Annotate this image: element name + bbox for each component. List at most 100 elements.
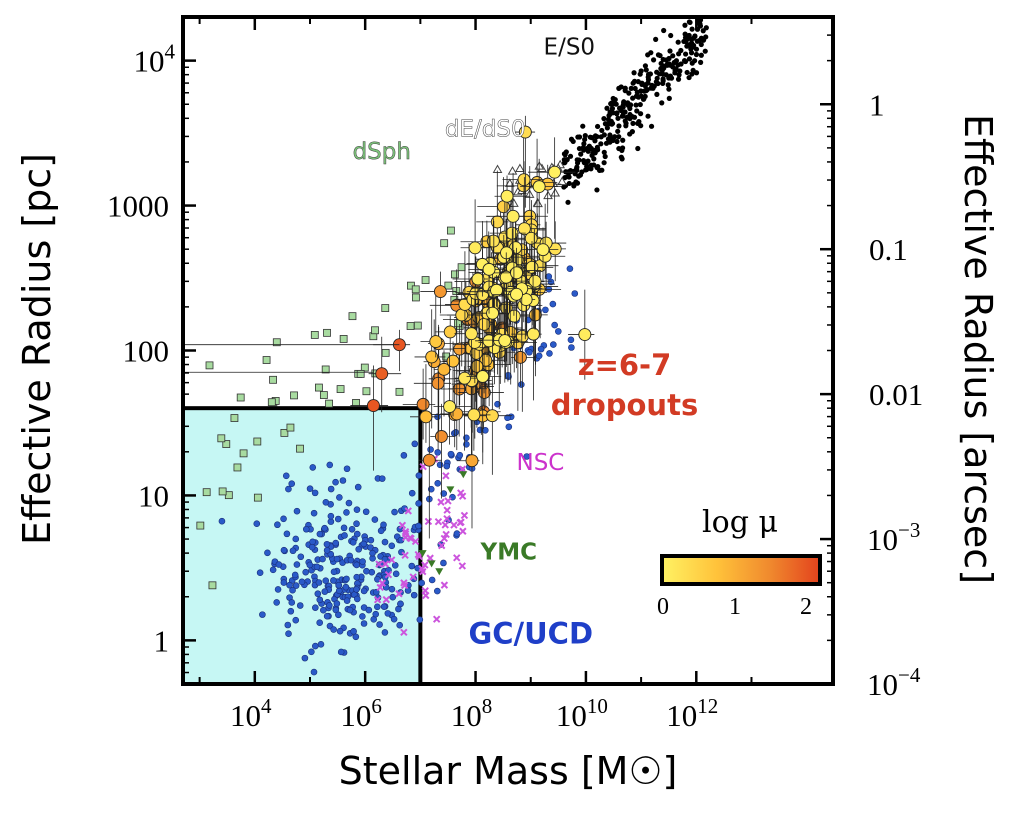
es0-point [660,76,666,82]
y-tick-label: 1 [154,623,170,658]
dropout-point [425,350,439,364]
es0-point [631,114,638,120]
dsph-point [272,338,281,347]
gc-ucd-point [436,461,444,469]
gc-ucd-point [418,579,426,587]
es0-point [601,160,607,166]
es0-point [615,128,621,134]
nsc-point [458,562,467,570]
nsc-point [375,560,383,568]
es0-point [576,134,583,140]
gc-ucd-point [218,517,226,525]
dsph-point [446,226,455,235]
group-labels: E/S0 dE/dS0 dSph z=6-7 dropouts NSC YMC GC/UCD [352,35,698,651]
nsc-point [450,521,458,529]
x-tick-label: 108 [451,694,493,733]
gc-ucd-point [321,588,329,595]
es0-point [645,52,651,58]
es0-point [627,111,633,118]
dsph-point [381,304,390,312]
dsph-point [323,328,331,337]
gc-ucd-point [348,525,356,533]
gc-ucd-point [363,567,370,575]
gc-ucd-point [306,485,314,492]
gc-ucd-point [504,414,511,422]
gc-ucd-point [443,462,451,470]
dropout-point [506,209,520,223]
gc-ucd-point [280,515,287,523]
nsc-point [432,615,441,623]
gc-ucd-point [289,547,297,555]
dropout-point [486,306,500,320]
es0-point [638,88,644,94]
dropout-point [464,327,478,341]
gc-ucd-point [415,472,423,479]
dropout-point [455,308,469,322]
gc-ucd-point [381,629,389,636]
de-ds0-point [515,163,525,172]
gc-ucd-point [353,586,360,593]
dropout-point [536,243,550,257]
es0-point [670,53,676,59]
nsc-point [378,579,387,587]
gc-ucd-point [542,306,549,314]
gc-ucd-point [453,530,461,537]
es0-point [689,40,695,46]
y-tick-label: 10 [138,478,169,513]
gc-ucd-point [368,568,376,576]
nsc-point [440,534,449,543]
group-label-e-s0: E/S0 [544,35,596,61]
gc-ucd-point [360,587,368,595]
de-ds0-point [507,166,518,175]
es0-point [601,116,607,122]
es0-point [626,90,632,96]
nsc-point [401,551,409,559]
es0-point [566,180,572,187]
gc-ucd-point [323,540,331,548]
es0-point [616,123,622,129]
nsc-point [401,533,410,542]
gc-ucd-point [447,450,455,458]
gc-ucd-point [549,300,557,308]
es0-point [645,113,651,119]
gc-ucd-point [526,348,533,356]
gc-ucd-point [292,535,300,543]
dropout-point [375,367,389,381]
gc-ucd-point [321,524,328,532]
es0-point [698,41,704,48]
nsc-point [440,581,449,589]
gc-ucd-point [353,520,360,528]
gc-ucd-point [317,641,325,648]
nsc-point [395,590,403,598]
dsph-point [381,348,390,357]
dropout-point [518,125,532,139]
es0-point [682,34,689,41]
nsc-point [382,595,390,604]
es0-point [604,125,610,131]
gc-ucd-point [546,350,553,357]
dsph-point [262,356,271,364]
es0-point [581,160,587,166]
dropout-point [434,430,448,443]
gc-ucd-point [332,539,340,547]
es0-point [619,145,626,151]
colorbar: log μ 0 1 2 [657,505,822,620]
nsc-point [458,465,467,473]
es0-point [571,168,577,174]
gc-ucd-point [314,590,322,598]
es0-point [635,145,641,152]
es0-point [666,61,672,67]
es0-point [632,85,638,92]
dsph-point [233,463,242,472]
es0-point [696,38,702,44]
es0-point [684,43,690,49]
es0-point [601,149,607,155]
es0-point [661,27,667,34]
es0-point [614,138,620,145]
dsph-point [352,399,360,407]
es0-point [668,32,674,39]
ymc-point [418,550,427,558]
nsc-point [459,527,467,535]
gc-ucd-point [345,499,353,507]
nsc-point [398,521,407,530]
